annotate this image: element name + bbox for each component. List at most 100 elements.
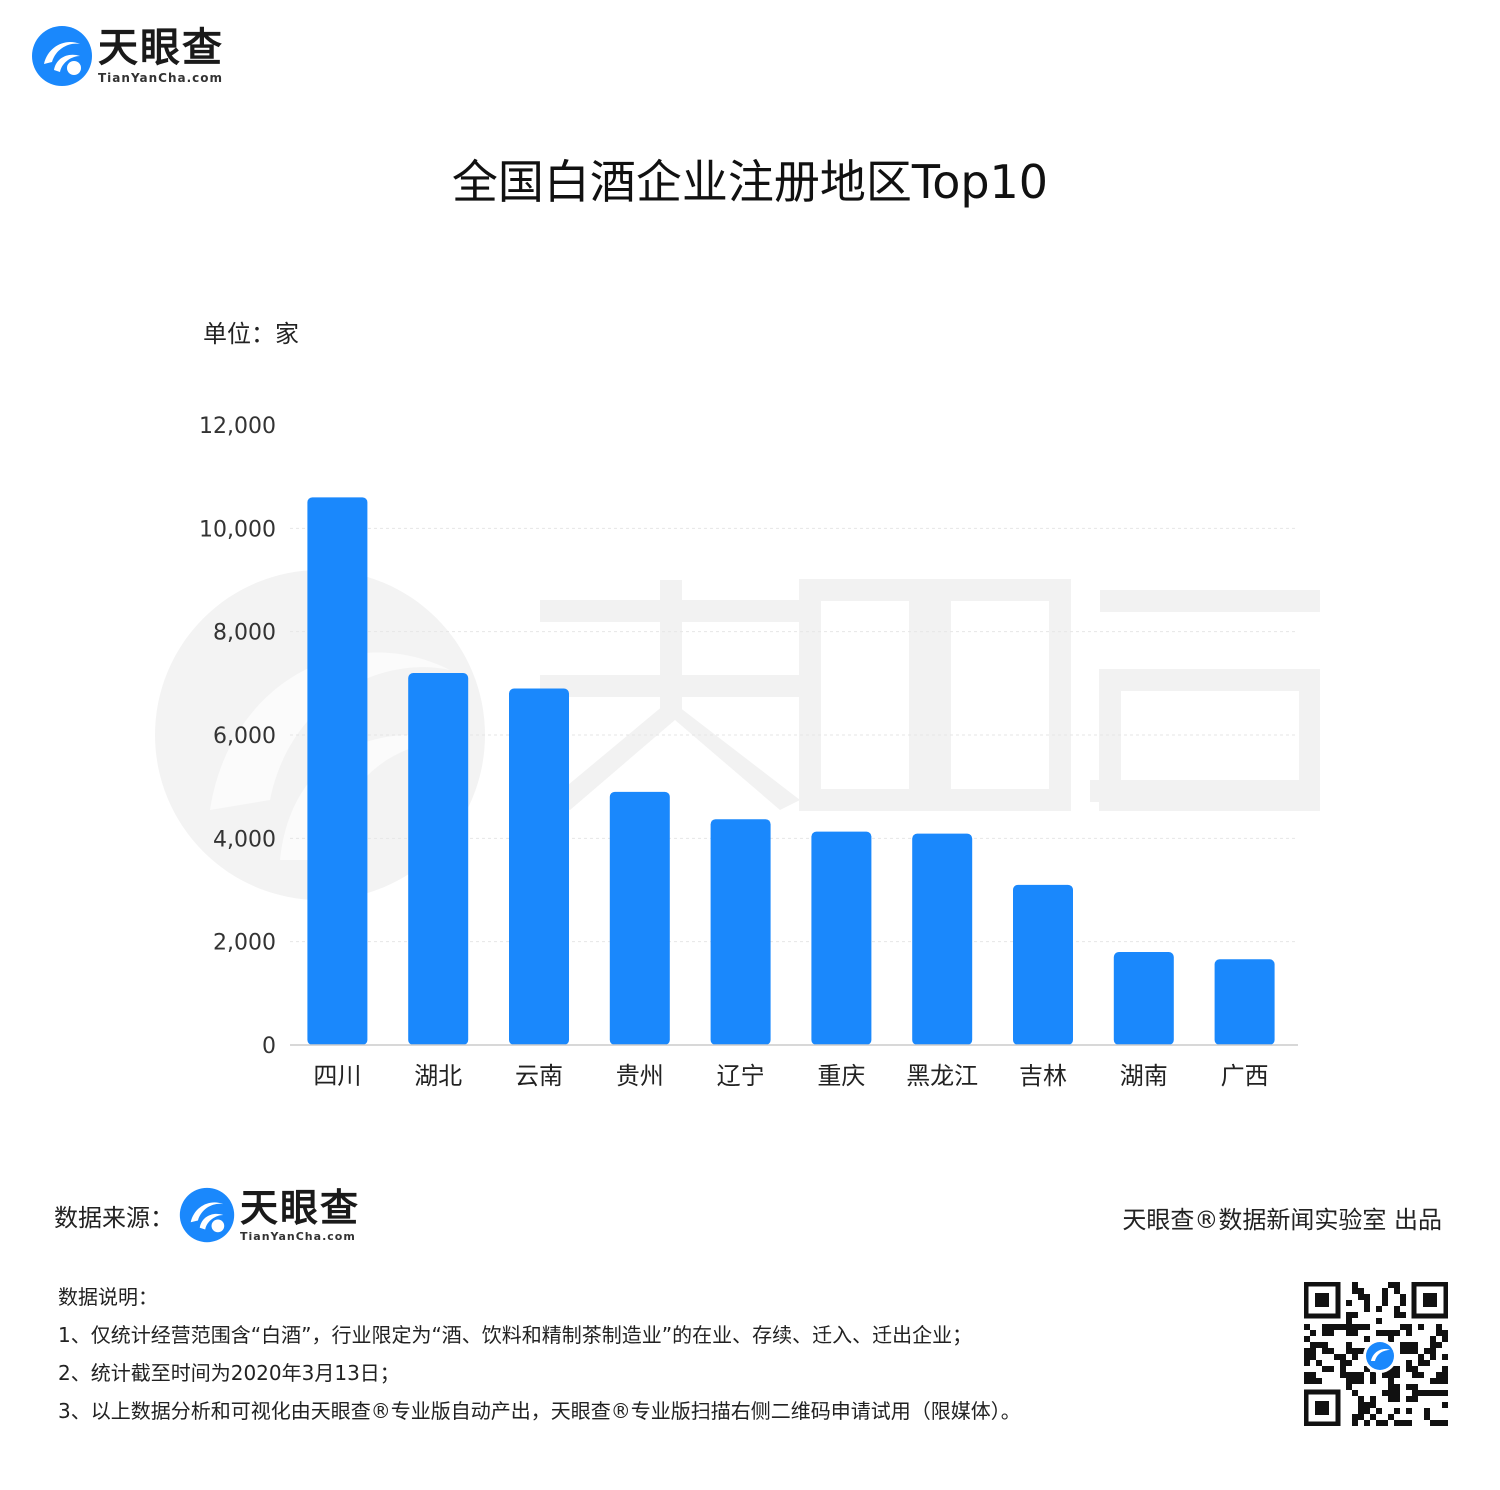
tianyancha-logo-icon <box>179 1187 235 1243</box>
qr-cell <box>1358 1396 1364 1402</box>
qr-cell <box>1400 1348 1406 1354</box>
qr-cell <box>1358 1294 1364 1300</box>
bar <box>609 791 670 1045</box>
qr-cell <box>1412 1348 1418 1354</box>
qr-cell <box>1442 1420 1448 1426</box>
qr-cell <box>1430 1420 1436 1426</box>
y-axis-ticks: 0 2,000 4,000 6,000 8,000 10,000 12,000 <box>199 414 276 1059</box>
qr-cell <box>1352 1348 1358 1354</box>
qr-cell <box>1376 1420 1382 1426</box>
qr-cell <box>1382 1300 1388 1306</box>
x-tick-label: 吉林 <box>1019 1062 1067 1090</box>
qr-cell <box>1412 1396 1418 1402</box>
qr-cell <box>1310 1342 1316 1348</box>
qr-cell <box>1394 1366 1400 1372</box>
x-tick-label: 云南 <box>515 1062 563 1090</box>
qr-cell <box>1310 1354 1316 1360</box>
qr-cell <box>1394 1282 1400 1288</box>
qr-cell <box>1430 1336 1436 1342</box>
qr-cell <box>1442 1402 1448 1408</box>
qr-cell <box>1436 1378 1442 1384</box>
qr-cell <box>1310 1330 1316 1336</box>
notes-heading: 数据说明： <box>58 1285 158 1309</box>
qr-cell <box>1400 1342 1406 1348</box>
qr-cell <box>1406 1342 1412 1348</box>
qr-cell <box>1406 1396 1412 1402</box>
qr-cell <box>1322 1330 1328 1336</box>
qr-cell <box>1310 1348 1316 1354</box>
qr-cell <box>1382 1294 1388 1300</box>
qr-cell <box>1346 1378 1352 1384</box>
qr-cell <box>1412 1390 1418 1396</box>
qr-cell <box>1394 1288 1400 1294</box>
qr-cell <box>1382 1288 1388 1294</box>
x-axis-labels: 四川 湖北 云南 贵州 辽宁 重庆 黑龙江 吉林 湖南 广西 <box>313 1062 1268 1090</box>
x-tick-label: 辽宁 <box>717 1062 765 1090</box>
qr-cell <box>1442 1336 1448 1342</box>
qr-cell <box>1376 1306 1382 1312</box>
qr-cell <box>1376 1318 1382 1324</box>
qr-cell <box>1304 1354 1310 1360</box>
qr-cell <box>1328 1366 1334 1372</box>
y-tick-label: 6,000 <box>213 724 276 749</box>
qr-cell <box>1412 1342 1418 1348</box>
bar <box>1013 884 1073 1045</box>
qr-cell <box>1430 1390 1436 1396</box>
source-brand-logo: 天眼查 TianYanCha.com <box>178 1186 360 1244</box>
qr-cell <box>1358 1414 1364 1420</box>
qr-cell <box>1358 1372 1364 1378</box>
qr-cell <box>1430 1348 1436 1354</box>
qr-cell <box>1424 1360 1430 1366</box>
qr-cell <box>1382 1390 1388 1396</box>
qr-cell <box>1346 1372 1352 1378</box>
qr-cell <box>1358 1348 1364 1354</box>
data-notes: 数据说明： 1、仅统计经营范围含“白酒”，行业限定为“酒、饮料和精制茶制造业”的… <box>58 1278 1021 1430</box>
qr-cell <box>1346 1384 1352 1390</box>
qr-cell <box>1442 1330 1448 1336</box>
qr-cell <box>1388 1366 1394 1372</box>
qr-cell <box>1316 1342 1322 1348</box>
bar <box>710 819 771 1045</box>
qr-cell <box>1442 1378 1448 1384</box>
brand-name: 天眼查 <box>98 25 224 71</box>
x-tick-label: 四川 <box>313 1062 361 1090</box>
qr-cell <box>1340 1354 1346 1360</box>
bar <box>408 673 469 1045</box>
qr-cell <box>1358 1288 1364 1294</box>
tianyancha-logo-icon <box>32 26 92 86</box>
qr-cell <box>1358 1378 1364 1384</box>
page-title: 全国白酒企业注册地区Top10 <box>451 155 1049 209</box>
qr-cell <box>1346 1348 1352 1354</box>
qr-cell <box>1442 1354 1448 1360</box>
qr-cell <box>1328 1330 1334 1336</box>
qr-cell <box>1364 1306 1370 1312</box>
qr-cell <box>1424 1348 1430 1354</box>
qr-cell <box>1430 1378 1436 1384</box>
qr-cell <box>1352 1288 1358 1294</box>
qr-cell <box>1346 1330 1352 1336</box>
qr-cell <box>1418 1324 1424 1330</box>
qr-cell <box>1442 1366 1448 1372</box>
brand-url: TianYanCha.com <box>240 1229 356 1243</box>
x-tick-label: 贵州 <box>616 1062 664 1090</box>
qr-cell <box>1352 1330 1358 1336</box>
qr-cell <box>1352 1378 1358 1384</box>
qr-cell <box>1382 1330 1388 1336</box>
qr-cell <box>1430 1342 1436 1348</box>
qr-cell <box>1388 1414 1394 1420</box>
qr-cell <box>1406 1360 1412 1366</box>
qr-cell <box>1424 1408 1430 1414</box>
qr-cell <box>1316 1360 1322 1366</box>
qr-cell <box>1304 1348 1310 1354</box>
qr-cell <box>1394 1408 1400 1414</box>
qr-cell <box>1322 1342 1328 1348</box>
qr-cell <box>1346 1318 1352 1324</box>
qr-cell <box>1406 1324 1412 1330</box>
qr-cell <box>1418 1372 1424 1378</box>
qr-cell <box>1388 1378 1394 1384</box>
brand-url: TianYanCha.com <box>98 71 224 85</box>
qr-cell <box>1346 1312 1352 1318</box>
qr-code[interactable] <box>1304 1282 1448 1426</box>
qr-cell <box>1352 1414 1358 1420</box>
qr-cell <box>1310 1378 1316 1384</box>
